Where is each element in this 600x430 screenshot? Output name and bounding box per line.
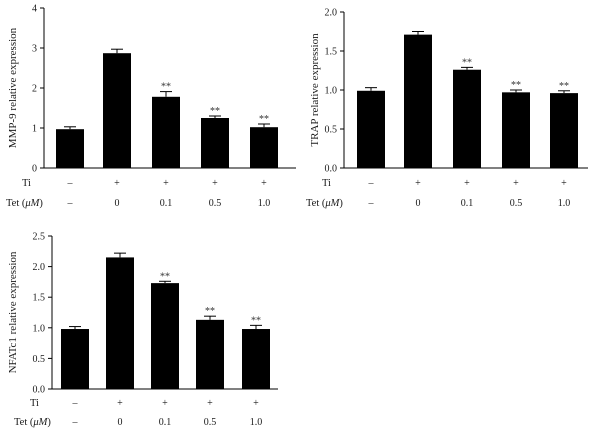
y-axis-label: TRAP relative expression [309, 33, 321, 147]
tet-value-label: 1.0 [258, 198, 271, 209]
y-tick-label: 2.0 [33, 262, 46, 273]
significance-label: ** [160, 271, 170, 282]
tet-value-label: 1.0 [558, 198, 571, 209]
y-tick-label: 0.0 [325, 164, 338, 175]
tet-label-suffix: ) [47, 417, 51, 428]
tet-row-label: Tet (μM) [14, 417, 51, 428]
ti-value-label: – [368, 178, 375, 189]
bar [106, 257, 134, 389]
ti-value-label: + [207, 398, 213, 409]
ti-value-label: + [212, 178, 218, 189]
bar [502, 92, 530, 168]
ti-row-label: Ti [22, 178, 31, 189]
bar [550, 93, 578, 168]
tet-value-label: 0.5 [510, 198, 523, 209]
bar [453, 69, 481, 168]
tet-value-label: 0.5 [204, 417, 217, 428]
bar [56, 129, 84, 168]
y-tick-label: 2.5 [33, 232, 46, 243]
bar [196, 319, 224, 389]
tet-value-label: – [72, 417, 79, 428]
ti-value-label: – [67, 178, 74, 189]
tet-label-prefix: Tet ( [6, 198, 26, 209]
ti-value-label: + [513, 178, 519, 189]
bar [242, 329, 270, 389]
y-axis-label: MMP-9 relative expression [7, 27, 19, 148]
bar [404, 34, 432, 169]
tet-row-label: Tet (μM) [6, 198, 43, 209]
y-tick-label: 0 [32, 164, 37, 175]
y-tick-label: 0.0 [33, 385, 46, 396]
significance-label: ** [462, 57, 472, 68]
y-tick-label: 1.0 [325, 86, 338, 97]
tet-label-suffix: ) [339, 198, 343, 209]
tet-label-suffix: ) [39, 198, 43, 209]
ti-value-label: + [261, 178, 267, 189]
y-axis-label: NFATc1 relative expression [7, 251, 19, 373]
tet-value-label: 0.1 [159, 417, 172, 428]
y-tick-label: 1.5 [33, 293, 46, 304]
tet-value-label: 0.5 [209, 198, 222, 209]
bar [250, 127, 278, 168]
y-tick-label: 3 [32, 44, 37, 55]
significance-label: ** [259, 114, 269, 125]
bar [201, 118, 229, 168]
chart-mmp9: 0 1 2 3 4 MMP-9 relative expression – – +0 ** +0.1… [6, 4, 296, 209]
bar [357, 90, 385, 168]
ti-value-label: + [163, 178, 169, 189]
significance-label: ** [205, 306, 215, 317]
tet-value-label: 1.0 [250, 417, 263, 428]
ti-value-label: + [464, 178, 470, 189]
tet-label-prefix: Tet ( [306, 198, 326, 209]
y-tick-label: 2.0 [325, 8, 338, 19]
tet-value-label: 0 [118, 417, 123, 428]
tet-row-label: Tet (μM) [306, 198, 343, 209]
bar [61, 329, 89, 389]
y-tick-label: 0.5 [325, 125, 338, 136]
tet-label-unit: μM [324, 198, 340, 209]
ti-row-label: Ti [322, 178, 331, 189]
tet-label-unit: μM [24, 198, 40, 209]
tet-value-label: 0.1 [461, 198, 474, 209]
y-tick-label: 4 [32, 4, 37, 15]
bar [103, 53, 131, 169]
significance-label: ** [511, 80, 521, 91]
ti-value-label: + [117, 398, 123, 409]
tet-value-label: – [67, 198, 74, 209]
bar [152, 96, 180, 168]
significance-label: ** [210, 106, 220, 117]
significance-label: ** [161, 82, 171, 93]
y-tick-label: 1 [32, 124, 37, 135]
tet-value-label: 0 [115, 198, 120, 209]
y-tick-label: 2 [32, 84, 37, 95]
ti-value-label: + [114, 178, 120, 189]
ti-row-label: Ti [30, 398, 39, 409]
significance-label: ** [559, 81, 569, 92]
chart-nfatc1: 0.0 0.5 1.0 1.5 2.0 2.5 NFATc1 relative expres… [7, 232, 278, 428]
y-tick-label: 1.0 [33, 323, 46, 334]
tet-label-unit: μM [32, 417, 48, 428]
chart-trap: 0.0 0.5 1.0 1.5 2.0 TRAP relative expression –… [306, 8, 588, 209]
tet-value-label: 0.1 [160, 198, 173, 209]
tet-value-label: 0 [416, 198, 421, 209]
ti-value-label: + [415, 178, 421, 189]
bar [151, 283, 179, 389]
y-tick-label: 0.5 [33, 354, 46, 365]
ti-value-label: + [561, 178, 567, 189]
significance-label: ** [251, 315, 261, 326]
ti-value-label: – [72, 398, 79, 409]
tet-value-label: – [368, 198, 375, 209]
tet-label-prefix: Tet ( [14, 417, 34, 428]
y-tick-label: 1.5 [325, 47, 338, 58]
ti-value-label: + [162, 398, 168, 409]
ti-value-label: + [253, 398, 259, 409]
